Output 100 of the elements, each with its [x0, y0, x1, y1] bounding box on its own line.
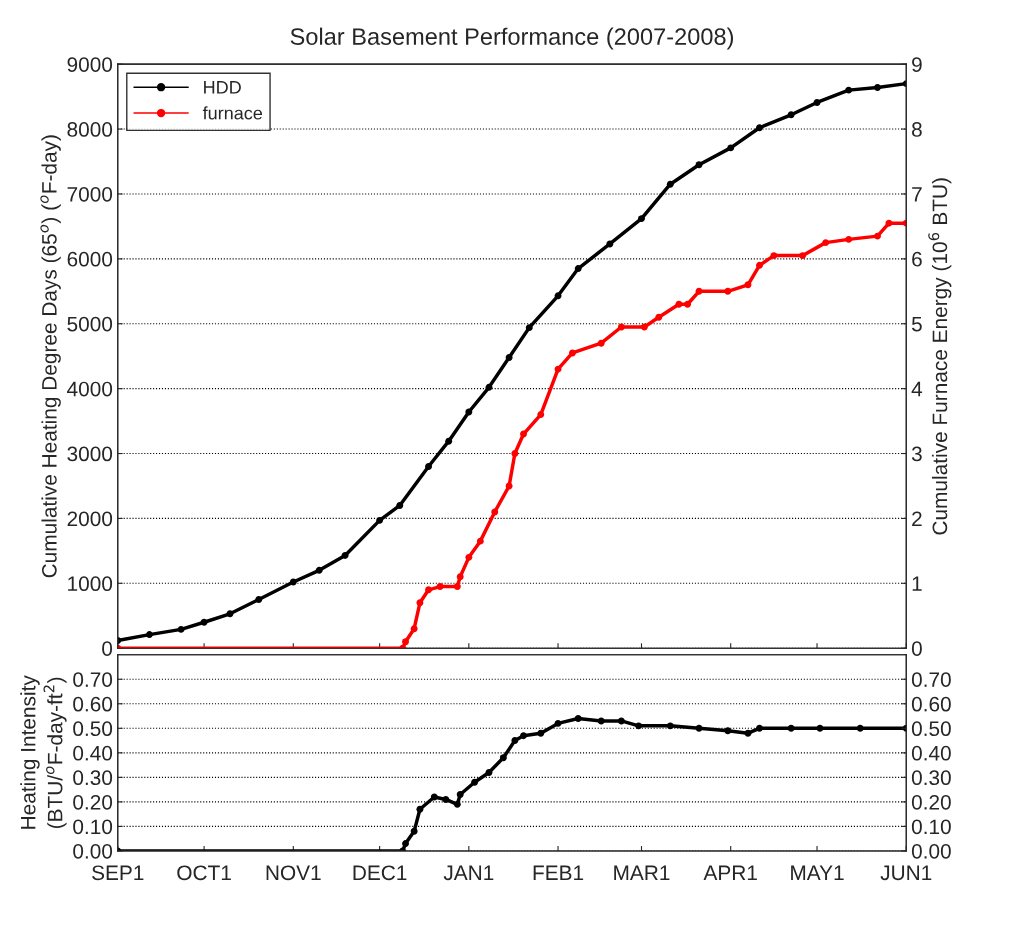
- y2-tick-label: 3: [911, 446, 922, 462]
- point: [525, 324, 533, 332]
- point: [724, 287, 732, 295]
- y-tick-label: 0: [102, 641, 113, 656]
- point: [574, 265, 582, 273]
- point: [376, 516, 384, 524]
- y2-tick-label: 8: [912, 122, 922, 137]
- point: [695, 161, 703, 169]
- y2-tick-label: 2: [912, 511, 922, 526]
- y2-axis-title: Cumulative Furnace Energy (10$^{6}$ BTU): [928, 178, 952, 535]
- y2-tick-label: 0.10: [911, 819, 951, 835]
- x-tick-label: FEB1: [533, 865, 584, 880]
- point: [845, 235, 853, 243]
- y2-tick-label: 5: [911, 316, 922, 332]
- point: [744, 729, 752, 737]
- point: [456, 791, 464, 799]
- point: [574, 715, 582, 722]
- y-tick-label: 0.00: [73, 843, 113, 859]
- point: [465, 553, 473, 561]
- x-tick-label: JAN1: [443, 865, 494, 881]
- x-tick-label: SEP1: [92, 865, 144, 881]
- point: [568, 349, 576, 357]
- point: [813, 98, 821, 106]
- point: [511, 737, 519, 745]
- point: [315, 566, 323, 574]
- point: [453, 583, 461, 591]
- point: [744, 281, 752, 289]
- point: [617, 323, 625, 331]
- x-tick-label: JUN1: [880, 865, 932, 881]
- x-tick-label: DEC1: [353, 865, 407, 881]
- point: [341, 551, 349, 559]
- point: [471, 778, 479, 786]
- point: [410, 827, 418, 835]
- point: [816, 724, 824, 732]
- x-tick-label: MAY1: [791, 865, 844, 880]
- point: [873, 84, 881, 91]
- point: [511, 450, 519, 457]
- y-tick-label: 9000: [67, 57, 113, 72]
- y-tick-label: 0.30: [73, 770, 113, 786]
- point: [396, 501, 404, 509]
- y2-tick-label: 0: [911, 641, 922, 656]
- point: [756, 261, 763, 269]
- point: [537, 411, 545, 419]
- y-tick-label: 6000: [67, 251, 113, 267]
- point: [453, 800, 461, 808]
- point: [856, 724, 864, 732]
- point: [465, 408, 473, 416]
- y2-tick-label: 6: [912, 251, 922, 267]
- point: [666, 180, 674, 188]
- point: [145, 631, 153, 639]
- point: [635, 722, 643, 730]
- y-tick-label: 4000: [67, 381, 113, 397]
- point: [485, 768, 493, 776]
- point: [799, 252, 807, 260]
- point: [756, 724, 763, 732]
- point: [770, 252, 778, 260]
- y-axis-title: Heating Intensity (BTU/$^{o}$F-day-ft$^{2}$): [20, 675, 67, 829]
- point: [655, 313, 663, 321]
- point: [640, 323, 648, 331]
- point: [402, 638, 409, 646]
- y2-tick-label: 9: [912, 57, 922, 72]
- point: [597, 717, 605, 725]
- point: [255, 596, 263, 604]
- point: [425, 463, 433, 470]
- x-tick-label: NOV1: [266, 865, 321, 881]
- point: [684, 300, 692, 308]
- point: [638, 215, 645, 223]
- y-tick-label: 0.70: [73, 672, 113, 687]
- y2-tick-label: 0.40: [911, 745, 951, 761]
- y-tick-label: 0.40: [73, 745, 113, 761]
- point: [617, 717, 625, 725]
- y-tick-label: 0.60: [73, 696, 113, 712]
- point: [476, 537, 484, 545]
- point: [289, 578, 297, 586]
- y2-tick-label: 0.20: [911, 794, 951, 810]
- point: [554, 292, 562, 300]
- point: [727, 144, 735, 152]
- point: [695, 287, 703, 295]
- chart-title: Solar Basement Performance (2007-2008): [290, 27, 734, 50]
- point: [416, 599, 424, 607]
- point: [226, 610, 234, 618]
- y-tick-label: 8000: [67, 122, 113, 137]
- point: [695, 724, 703, 732]
- y-tick-label: 0.10: [73, 819, 113, 835]
- x-tick-label: OCT1: [177, 865, 231, 881]
- point: [597, 339, 605, 347]
- point: [200, 618, 208, 626]
- point: [445, 437, 453, 445]
- point: [885, 219, 893, 227]
- point: [430, 793, 438, 801]
- point: [416, 805, 424, 813]
- point: [402, 840, 409, 848]
- point: [845, 86, 853, 94]
- y2-tick-label: 0.60: [911, 696, 951, 712]
- y-tick-label: 0.20: [73, 794, 113, 810]
- point: [606, 240, 614, 248]
- point: [822, 239, 830, 247]
- point: [724, 727, 732, 735]
- y2-tick-label: 4: [911, 381, 923, 397]
- y-tick-label: 1000: [68, 576, 113, 592]
